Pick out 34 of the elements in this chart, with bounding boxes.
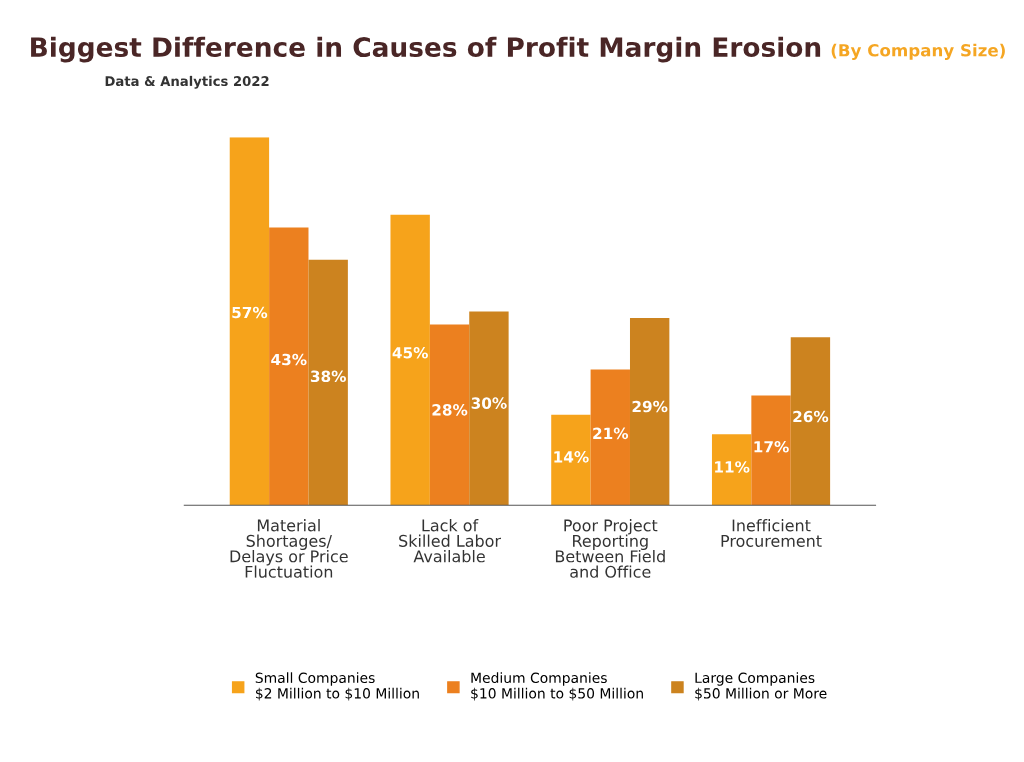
data-label: 30% (471, 397, 507, 409)
bar (711, 434, 752, 506)
legend-label: Small Companies $2 Million to $10 Million (255, 672, 419, 701)
data-label: 45% (392, 346, 428, 359)
chart-title: Biggest Difference in Causes of Profit Margin Erosion (31, 36, 821, 63)
bar (590, 369, 630, 506)
data-label: 29% (632, 400, 668, 413)
data-label: 17% (754, 441, 789, 453)
x-tick-label: Poor Project Reporting Between Field and Office (555, 519, 665, 578)
data-label: 21% (593, 427, 629, 440)
data-label: 38% (310, 370, 346, 383)
bar (751, 395, 791, 506)
x-tick-label: Material Shortages/ Delays or Price Fluctuation (230, 519, 348, 578)
chart-subtitle: Data & Analytics 2022 (105, 75, 269, 89)
legend-label: Medium Companies $10 Million to $50 Million (471, 672, 643, 701)
x-tick-label: Lack of Skilled Labor Available (399, 519, 501, 563)
bar (229, 137, 270, 506)
bar (390, 214, 430, 506)
data-label: 14% (554, 451, 589, 463)
bar (551, 414, 591, 506)
bar (469, 311, 509, 506)
data-label: 43% (271, 353, 307, 366)
bar (429, 324, 470, 506)
bar (269, 227, 309, 506)
bar (629, 317, 670, 506)
data-label: 57% (232, 306, 268, 319)
data-label: 11% (715, 461, 750, 473)
data-label: 26% (793, 410, 829, 423)
data-label: 28% (432, 404, 468, 416)
bar (790, 337, 831, 506)
x-tick-label: Inefficient Procurement (721, 519, 822, 547)
bar (308, 259, 348, 506)
legend-label: Large Companies $50 Million or More (695, 672, 827, 701)
text: (By Company Size) (831, 43, 1005, 60)
